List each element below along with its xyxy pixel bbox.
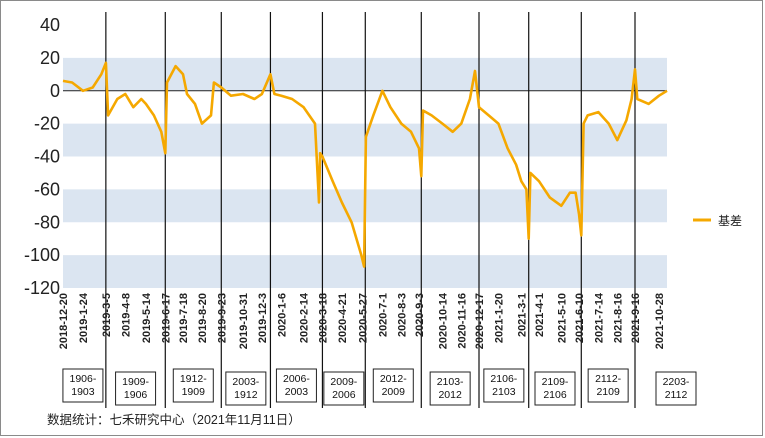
contract-box-label: 1912 bbox=[234, 389, 258, 401]
contract-box-label: 2109- bbox=[542, 376, 569, 388]
x-tick-label: 2020-2-14 bbox=[299, 292, 311, 343]
series-group bbox=[62, 61, 668, 268]
contract-box-label: 2203- bbox=[663, 376, 690, 388]
x-tick-label: 2021-8-16 bbox=[612, 293, 624, 343]
y-tick-label: -100 bbox=[24, 245, 60, 265]
contract-box-label: 1906- bbox=[69, 373, 96, 385]
contract-box-label: 2109 bbox=[596, 386, 620, 398]
contract-box-label: 2012- bbox=[380, 373, 407, 385]
source-note: 数据统计：七禾研究中心（2021年11月11日） bbox=[47, 413, 301, 427]
y-tick-label: -20 bbox=[34, 114, 60, 134]
contract-box bbox=[587, 368, 629, 403]
x-axis-ticks: 2018-12-20 2019-1-24 2019-3-5 2019-4-8 2019-… bbox=[58, 292, 666, 349]
contract-box-label: 1903 bbox=[71, 386, 95, 398]
contract-box-label: 1912- bbox=[180, 373, 207, 385]
y-tick-label: 0 bbox=[50, 81, 60, 101]
contract-box bbox=[429, 371, 471, 406]
x-tick-label: 2021-10-28 bbox=[654, 293, 666, 349]
legend-label: 基差 bbox=[718, 214, 742, 228]
contract-box-label: 2106- bbox=[490, 373, 517, 385]
x-tick-label: 2020-1-6 bbox=[276, 293, 288, 337]
y-tick-label: -60 bbox=[34, 179, 60, 199]
contract-box bbox=[275, 368, 317, 403]
contract-box-label: 2006 bbox=[332, 389, 356, 401]
x-tick-label: 2020-8-3 bbox=[396, 293, 408, 337]
y-tick-label: 40 bbox=[40, 15, 60, 35]
x-tick-label: 2020-9-3 bbox=[414, 293, 426, 337]
x-tick-label: 2019-6-17 bbox=[160, 293, 172, 343]
contract-box-label: 2012 bbox=[438, 389, 462, 401]
x-tick-label: 2019-7-18 bbox=[178, 293, 190, 343]
contract-box-label: 2112- bbox=[595, 373, 622, 385]
contract-box-label: 1909 bbox=[182, 386, 206, 398]
x-tick-label: 2019-4-8 bbox=[120, 293, 132, 337]
x-tick-label: 2018-12-20 bbox=[58, 293, 70, 349]
x-tick-label: 2020-4-21 bbox=[337, 293, 349, 343]
contract-box bbox=[372, 368, 414, 403]
contract-box-label: 2106 bbox=[543, 389, 567, 401]
contract-box bbox=[655, 371, 697, 406]
x-tick-label: 2020-10-14 bbox=[437, 292, 449, 349]
y-tick-label: -80 bbox=[34, 212, 60, 232]
contract-box-label: 2103- bbox=[437, 376, 464, 388]
contract-box bbox=[225, 371, 267, 406]
x-tick-label: 2019-8-20 bbox=[197, 293, 209, 343]
contract-box bbox=[534, 371, 576, 406]
x-tick-label: 2020-11-16 bbox=[456, 293, 468, 349]
x-tick-label: 2020-7-1 bbox=[377, 293, 389, 337]
x-tick-label: 2019-12-3 bbox=[257, 293, 269, 343]
x-tick-label: 2019-5-14 bbox=[141, 292, 153, 343]
x-tick-label: 2019-9-23 bbox=[216, 293, 228, 343]
x-tick-label: 2021-5-10 bbox=[556, 293, 568, 343]
x-tick-label: 2021-9-16 bbox=[630, 293, 642, 343]
x-tick-label: 2021-7-14 bbox=[593, 292, 605, 343]
contract-box-label: 2009- bbox=[330, 376, 357, 388]
x-tick-label: 2019-10-31 bbox=[238, 293, 250, 349]
x-tick-label: 2019-1-24 bbox=[78, 292, 90, 343]
contract-box-label: 2003 bbox=[285, 386, 309, 398]
legend: 基差 bbox=[693, 214, 742, 228]
x-tick-label: 2020-3-18 bbox=[317, 293, 329, 343]
series-line bbox=[62, 61, 668, 268]
contract-label-boxes: 1906-1903 1909-1906 1912-1909 2003-1912 2006… bbox=[62, 368, 697, 406]
contract-box bbox=[483, 368, 525, 403]
contract-box-label: 2103 bbox=[492, 386, 516, 398]
contract-box bbox=[172, 368, 214, 403]
contract-box-label: 2009 bbox=[382, 386, 406, 398]
x-tick-label: 2020-5-27 bbox=[357, 293, 369, 343]
y-axis-ticks: 40 20 0 -20 -40 -60 -80 -100 -120 bbox=[24, 15, 60, 298]
contract-box-label: 2003- bbox=[232, 376, 259, 388]
x-tick-label: 2021-6-10 bbox=[574, 293, 586, 343]
contract-box bbox=[62, 368, 104, 403]
x-tick-label: 2020-12-17 bbox=[474, 293, 486, 349]
y-tick-label: 20 bbox=[40, 48, 60, 68]
contract-box bbox=[323, 371, 365, 406]
contract-box-label: 1909- bbox=[122, 376, 149, 388]
contract-box-label: 2006- bbox=[283, 373, 310, 385]
x-tick-label: 2021-1-20 bbox=[493, 293, 505, 343]
y-tick-label: -120 bbox=[24, 278, 60, 298]
contract-box bbox=[115, 371, 157, 406]
y-tick-label: -40 bbox=[34, 147, 60, 167]
x-tick-label: 2019-3-5 bbox=[101, 293, 113, 337]
x-tick-label: 2021-4-1 bbox=[534, 293, 546, 337]
contract-box-label: 2112 bbox=[665, 389, 688, 401]
x-tick-label: 2021-3-1 bbox=[516, 293, 528, 337]
contract-box-label: 1906 bbox=[124, 389, 148, 401]
